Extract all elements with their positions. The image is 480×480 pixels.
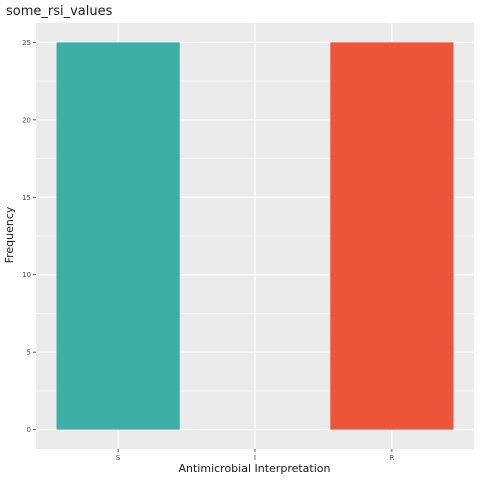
y-tick-label: 5 [27,349,31,357]
y-tick-label: 10 [22,271,31,279]
y-tick-label: 25 [22,39,31,47]
x-tick-label: S [116,454,121,462]
x-axis-title: Antimicrobial Interpretation [178,462,330,475]
y-tick-label: 20 [22,116,31,124]
y-tick-label: 15 [22,194,31,202]
y-tick-label: 0 [27,426,31,434]
y-axis-ticks: 0 5 10 15 20 25 [22,39,36,434]
y-axis-title: Frequency [3,206,16,263]
bars [56,42,454,430]
bar-s [56,42,180,430]
x-tick-label: I [254,454,256,462]
bar-r [330,42,454,430]
chart-title: some_rsi_values [6,4,113,19]
x-tick-label: R [389,454,394,462]
